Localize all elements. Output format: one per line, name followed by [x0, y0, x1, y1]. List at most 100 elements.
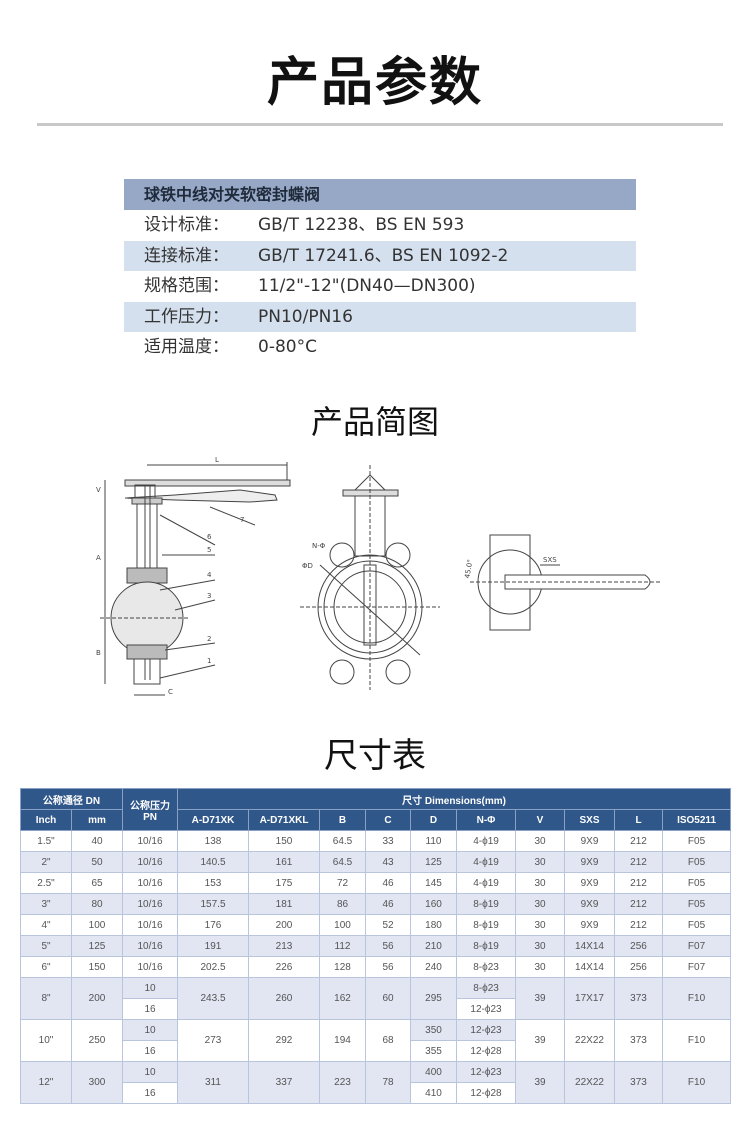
table-cell: 9X9	[564, 851, 616, 873]
table-cell: 10	[122, 1061, 179, 1083]
table-row: 12" 300 10 311 337 223 78 400 12-ϕ23 39 22X22 373 F1…	[20, 1061, 732, 1104]
table-cell: 355	[410, 1040, 458, 1062]
table-cell: 9X9	[564, 893, 616, 915]
table-cell: 300	[70, 1061, 124, 1104]
param-value: 0-80°C	[258, 337, 317, 357]
table-cell: 150	[248, 830, 321, 852]
column-header: Inch	[20, 809, 72, 831]
column-header: B	[319, 809, 367, 831]
table-row: 10" 250 10 273 292 194 68 350 12-ϕ23 39 22X22 373 F1…	[20, 1019, 732, 1062]
table-cell: 410	[410, 1082, 458, 1104]
param-row: 规格范围： 11/2"-12"(DN40—DN300)	[124, 271, 636, 302]
table-cell: 373	[614, 1019, 664, 1062]
table-cell: 5"	[20, 935, 72, 957]
table-cell: 4-ϕ19	[456, 851, 517, 873]
table-cell: 337	[248, 1061, 321, 1104]
part-label: 6	[207, 533, 212, 541]
table-cell: 161	[248, 851, 321, 873]
table-cell: 12-ϕ23	[456, 998, 517, 1020]
table-cell: F05	[662, 914, 732, 936]
table-row: 6" 150 10/16 202.5 226 128 56 240 8-ϕ23 30 14X14 25…	[20, 956, 732, 978]
table-cell: 65	[70, 872, 124, 894]
table-cell: 175	[248, 872, 321, 894]
table-cell: 8-ϕ23	[456, 956, 517, 978]
page-title: 产品参数	[266, 53, 483, 113]
param-label: 设计标准：	[144, 215, 229, 235]
table-cell: 46	[365, 893, 412, 915]
table-cell: 212	[614, 830, 664, 852]
table-cell: 12-ϕ23	[456, 1061, 517, 1083]
param-row: 适用温度： 0-80°C	[124, 332, 636, 363]
param-label: 工作压力：	[144, 306, 229, 327]
table-cell: 250	[70, 1019, 124, 1062]
table-cell: 30	[515, 935, 566, 957]
table-row: 3" 80 10/16 157.5 181 86 46 160 8-ϕ19 30 9X9 212 F05	[20, 893, 732, 915]
param-value: GB/T 17241.6、BS EN 1092-2	[258, 245, 509, 266]
table-cell: 64.5	[319, 830, 367, 852]
table-cell: 226	[248, 956, 321, 978]
table-cell: 30	[515, 956, 566, 978]
table-cell: 180	[410, 914, 458, 936]
table-cell: 112	[319, 935, 367, 957]
dim-label-b: B	[96, 649, 101, 657]
table-cell: 4"	[20, 914, 72, 936]
table-cell: 150	[70, 956, 124, 978]
dim-label-n-phi: N-Φ	[312, 542, 326, 550]
dim-label-c: C	[168, 688, 173, 696]
divider	[37, 123, 723, 126]
table-cell: 100	[319, 914, 367, 936]
header-dimensions-group: 尺寸 Dimensions(mm)	[177, 788, 732, 810]
table-cell: 72	[319, 872, 367, 894]
table-cell: 160	[410, 893, 458, 915]
drawing-title: 产品简图	[310, 403, 439, 441]
table-cell: 128	[319, 956, 367, 978]
header-pn: 公称压力 PN	[122, 788, 179, 831]
table-cell: 110	[410, 830, 458, 852]
table-cell: 39	[515, 1019, 566, 1062]
table-cell: 10/16	[122, 872, 179, 894]
part-label: 7	[240, 516, 244, 524]
table-cell: 78	[365, 1061, 412, 1104]
table-cell: 43	[365, 851, 412, 873]
table-row: 1.5" 40 10/16 138 150 64.5 33 110 4-ϕ19 30 9X9 212 F…	[20, 830, 732, 852]
table-cell: 68	[365, 1019, 412, 1062]
table-cell: 9X9	[564, 872, 616, 894]
table-cell: 223	[319, 1061, 367, 1104]
table-subrow: 16 12-ϕ23	[21, 998, 731, 1020]
table-cell: 33	[365, 830, 412, 852]
table-cell: 14X14	[564, 956, 616, 978]
part-label: 3	[207, 592, 211, 600]
table-cell: 212	[614, 872, 664, 894]
table-cell: 1.5"	[20, 830, 72, 852]
table-cell: 52	[365, 914, 412, 936]
dim-label-angle: 45.0°	[463, 559, 474, 579]
table-cell: 10/16	[122, 914, 179, 936]
table-cell: F05	[662, 872, 732, 894]
dimensions-table: 公称通径 DN 公称压力 PN 尺寸 Dimensions(mm) Inch mm…	[19, 788, 732, 1104]
table-cell: 14X14	[564, 935, 616, 957]
table-cell: 140.5	[177, 851, 250, 873]
table-cell: 125	[410, 851, 458, 873]
table-cell: 39	[515, 1061, 566, 1104]
table-cell: 6"	[20, 956, 72, 978]
column-header: A-D71XK	[177, 809, 250, 831]
table-cell: 240	[410, 956, 458, 978]
table-cell: 8-ϕ19	[456, 935, 517, 957]
table-cell: F07	[662, 935, 732, 957]
table-cell: 373	[614, 1061, 664, 1104]
table-cell: 176	[177, 914, 250, 936]
top-view-drawing	[470, 534, 660, 631]
table-cell: 10/16	[122, 956, 179, 978]
column-header: mm	[70, 809, 124, 831]
part-label: 4	[207, 571, 212, 579]
table-cell: 202.5	[177, 956, 250, 978]
table-cell: 10/16	[122, 935, 179, 957]
table-cell: 273	[177, 1019, 250, 1062]
table-title: 尺寸表	[324, 736, 426, 776]
column-header: N-Φ	[456, 809, 517, 831]
column-header: A-D71XKL	[248, 809, 321, 831]
dim-label-l: L	[215, 456, 219, 464]
table-subrow: 16 355 12-ϕ28	[21, 1040, 731, 1062]
table-cell: 10	[122, 977, 179, 999]
param-value: PN10/PN16	[258, 306, 353, 327]
